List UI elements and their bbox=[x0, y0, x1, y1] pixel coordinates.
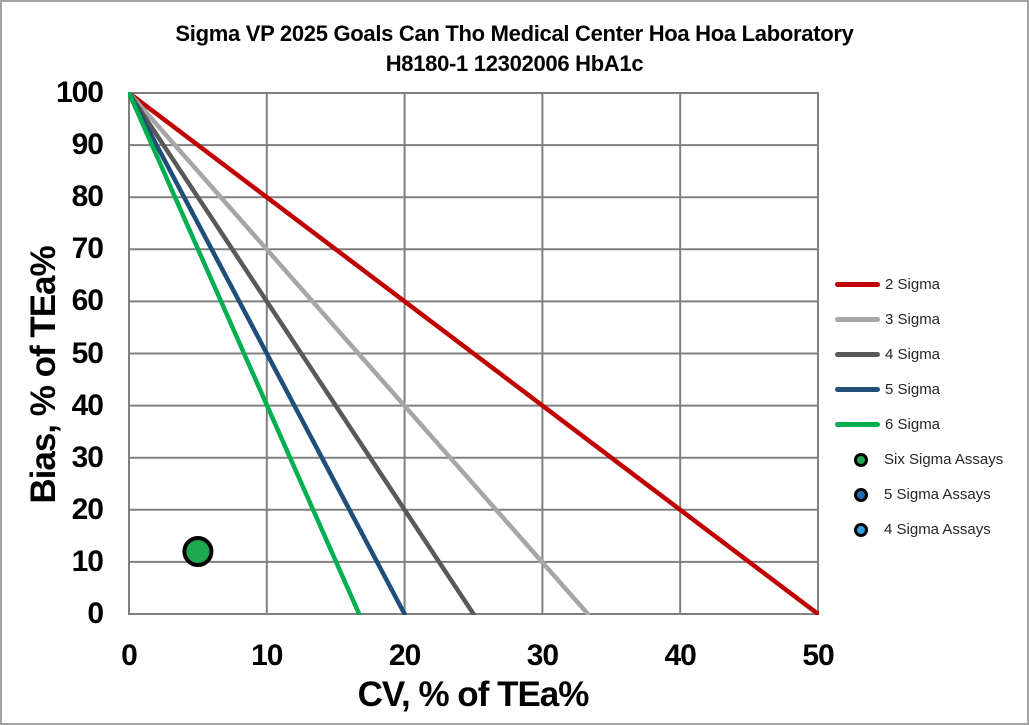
legend-entry-3-sigma: 3 Sigma bbox=[835, 302, 1025, 337]
chart-title: Sigma VP 2025 Goals Can Tho Medical Cent… bbox=[2, 19, 1027, 79]
data-point-six-sigma-assays bbox=[182, 535, 214, 567]
plot-area bbox=[128, 92, 819, 615]
legend-label: Six Sigma Assays bbox=[884, 451, 1004, 468]
legend-marker-dot-4-sigma-assays bbox=[854, 522, 868, 537]
y-tick-label-70: 70 bbox=[71, 232, 104, 266]
chart-title-line2: H8180-1 12302006 HbA1c bbox=[385, 51, 644, 76]
legend-entry-4-sigma-assays: 4 Sigma Assays bbox=[835, 512, 1025, 547]
x-tick-label-40: 40 bbox=[664, 639, 697, 672]
y-tick-label-30: 30 bbox=[71, 440, 104, 474]
x-tick-label-30: 30 bbox=[526, 639, 559, 672]
legend-label: 5 Sigma bbox=[885, 381, 941, 398]
legend-entry-5-sigma-assays: 5 Sigma Assays bbox=[835, 477, 1025, 512]
y-tick-label-40: 40 bbox=[71, 388, 104, 422]
y-axis-title: Bias, % of TEa% bbox=[24, 246, 63, 504]
y-tick-label-10: 10 bbox=[71, 544, 104, 578]
legend-entry-6-sigma: 6 Sigma bbox=[835, 407, 1025, 442]
x-tick-label-10: 10 bbox=[251, 639, 283, 672]
series-line-4-sigma bbox=[128, 92, 476, 615]
legend-label: 2 Sigma bbox=[885, 276, 941, 293]
legend-label: 6 Sigma bbox=[885, 416, 941, 433]
x-tick-label-20: 20 bbox=[388, 639, 421, 672]
legend-entry-six-sigma-assays: Six Sigma Assays bbox=[835, 442, 1025, 477]
legend-line-swatch-6-sigma bbox=[835, 422, 880, 427]
y-tick-label-50: 50 bbox=[71, 336, 104, 370]
y-tick-label-100: 100 bbox=[55, 76, 104, 109]
legend-label: 5 Sigma Assays bbox=[884, 486, 991, 503]
legend-label: 4 Sigma bbox=[885, 346, 941, 363]
legend-marker-dot-six-sigma-assays bbox=[854, 452, 868, 467]
series-line-6-sigma bbox=[128, 92, 362, 615]
legend-line-swatch-3-sigma bbox=[835, 317, 880, 322]
series-line-3-sigma bbox=[128, 92, 591, 615]
x-tick-label-50: 50 bbox=[802, 639, 834, 672]
series-line-5-sigma bbox=[128, 92, 407, 615]
y-tick-label-80: 80 bbox=[71, 180, 104, 214]
legend: 2 Sigma 3 Sigma 4 Sigma 5 Sigma 6 Sigma Six S… bbox=[835, 267, 1025, 547]
legend-line-swatch-2-sigma bbox=[835, 282, 880, 287]
legend-entry-4-sigma: 4 Sigma bbox=[835, 337, 1025, 372]
series-line-2-sigma bbox=[128, 92, 819, 615]
y-tick-label-20: 20 bbox=[71, 492, 104, 526]
legend-entry-5-sigma: 5 Sigma bbox=[835, 372, 1025, 407]
legend-line-swatch-4-sigma bbox=[835, 352, 880, 357]
legend-line-swatch-5-sigma bbox=[835, 387, 880, 392]
x-axis-title: CV, % of TEa% bbox=[357, 675, 590, 714]
x-tick-label-0: 0 bbox=[121, 639, 138, 672]
y-tick-label-0: 0 bbox=[87, 597, 104, 630]
legend-marker-dot-5-sigma-assays bbox=[854, 487, 868, 502]
legend-label: 3 Sigma bbox=[885, 311, 941, 328]
y-tick-label-90: 90 bbox=[71, 128, 104, 162]
chart-title-line1: Sigma VP 2025 Goals Can Tho Medical Cent… bbox=[175, 21, 854, 46]
legend-entry-2-sigma: 2 Sigma bbox=[835, 267, 1025, 302]
legend-label: 4 Sigma Assays bbox=[884, 521, 991, 538]
y-tick-label-60: 60 bbox=[71, 284, 104, 318]
